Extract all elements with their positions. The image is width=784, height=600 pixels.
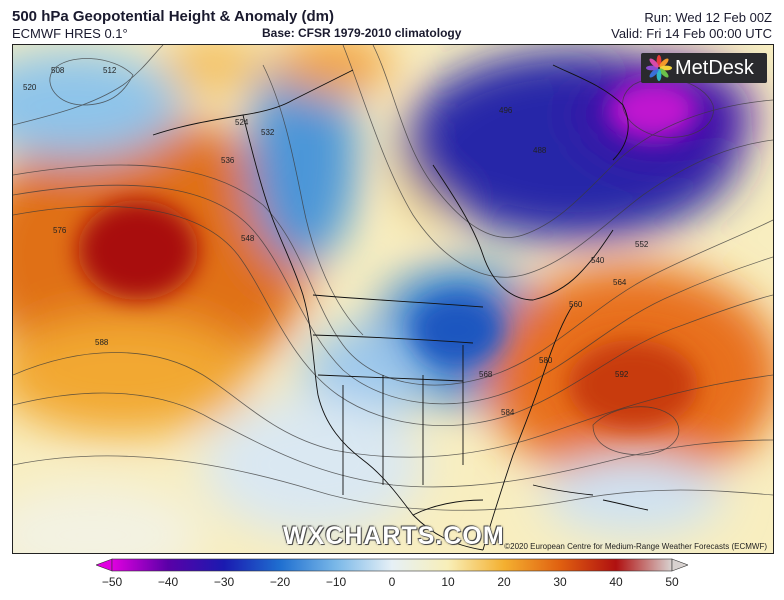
anomaly-map: 508 512 520 524 532 536 548 576 588 496 …: [13, 45, 773, 553]
contour-label: 512: [103, 66, 117, 75]
colorbar-strip: [95, 558, 689, 572]
colorbar-tick: 10: [441, 575, 455, 589]
colorbar-min-arrow: [95, 558, 113, 572]
colorbar-gradient: [111, 558, 673, 572]
contour-label: 496: [499, 106, 513, 115]
height-contours: [13, 45, 773, 511]
valid-time: Valid: Fri 14 Feb 00:00 UTC: [611, 26, 772, 41]
copyright-notice: ©2020 European Centre for Medium-Range W…: [504, 542, 767, 551]
model-name: ECMWF HRES 0.1°: [12, 26, 128, 41]
contour-label: 564: [613, 278, 627, 287]
colorbar-tick: −50: [101, 575, 123, 589]
colorbar-tick: −30: [213, 575, 235, 589]
colorbar: −50 −40 −30 −20 −10 0 10 20 30 40 50: [95, 558, 689, 598]
contour-label: 580: [539, 356, 553, 365]
logo-text: MetDesk: [675, 56, 754, 79]
colorbar-tick: 30: [553, 575, 567, 589]
contour-label: 568: [479, 370, 493, 379]
contour-label: 536: [221, 156, 235, 165]
base-climatology: Base: CFSR 1979-2010 climatology: [262, 26, 462, 40]
contour-label: 540: [591, 256, 605, 265]
metdesk-flower-icon: [646, 55, 672, 81]
colorbar-max-arrow: [671, 558, 689, 572]
contour-label: 488: [533, 146, 547, 155]
colorbar-tick: 20: [497, 575, 511, 589]
contour-label: 508: [51, 66, 65, 75]
watermark: WXCHARTS.COM: [283, 522, 505, 550]
map-panel: 508 512 520 524 532 536 548 576 588 496 …: [12, 44, 774, 554]
contour-label: 588: [95, 338, 109, 347]
contour-label: 520: [23, 83, 37, 92]
contour-label: 548: [241, 234, 255, 243]
metdesk-logo: MetDesk: [641, 53, 767, 83]
colorbar-tick: −40: [157, 575, 179, 589]
contour-labels: 508 512 520 524 532 536 548 576 588 496 …: [23, 66, 649, 417]
colorbar-tick: 50: [665, 575, 679, 589]
contour-label: 592: [615, 370, 629, 379]
contour-label: 524: [235, 118, 249, 127]
contour-label: 576: [53, 226, 67, 235]
colorbar-tick: −20: [269, 575, 291, 589]
anomaly-cores: [78, 80, 698, 430]
contour-label: 532: [261, 128, 275, 137]
colorbar-tick: 40: [609, 575, 623, 589]
chart-title: 500 hPa Geopotential Height & Anomaly (d…: [12, 8, 334, 25]
colorbar-tick: 0: [388, 575, 396, 589]
contour-label: 584: [501, 408, 515, 417]
colorbar-tick: −10: [325, 575, 347, 589]
contour-label: 560: [569, 300, 583, 309]
contour-label: 552: [635, 240, 649, 249]
run-time: Run: Wed 12 Feb 00Z: [644, 10, 772, 25]
coastlines: [152, 64, 649, 551]
